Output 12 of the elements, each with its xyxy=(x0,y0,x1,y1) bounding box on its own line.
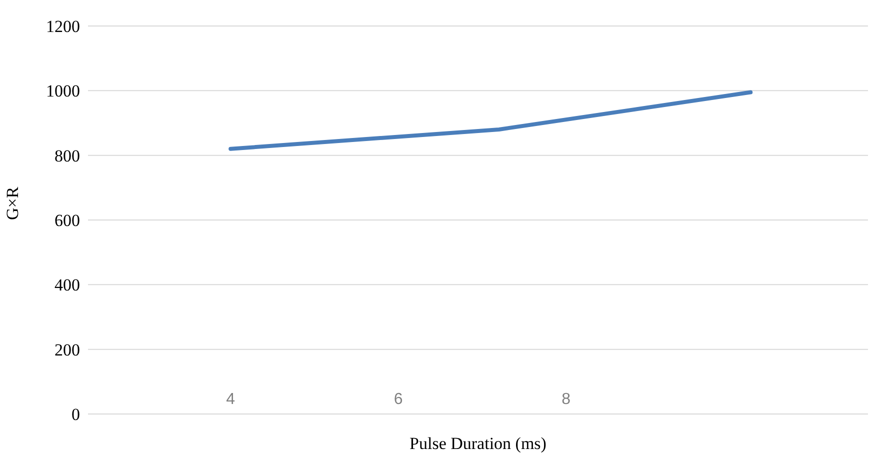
x-tick-label: 4 xyxy=(226,391,236,408)
y-axis-title: G×R xyxy=(3,186,22,220)
y-tick-label: 800 xyxy=(54,146,80,166)
y-tick-label: 1000 xyxy=(46,82,80,101)
y-tick-label: 1200 xyxy=(46,17,80,36)
y-tick-label: 600 xyxy=(54,211,80,230)
y-tick-label: 400 xyxy=(54,276,80,295)
y-tick-label: 200 xyxy=(54,340,80,360)
y-tick-label: 0 xyxy=(72,405,80,424)
x-tick-label: 6 xyxy=(394,391,403,408)
x-tick-label: 8 xyxy=(562,391,571,408)
x-axis-title: Pulse Duration (ms) xyxy=(410,434,546,453)
